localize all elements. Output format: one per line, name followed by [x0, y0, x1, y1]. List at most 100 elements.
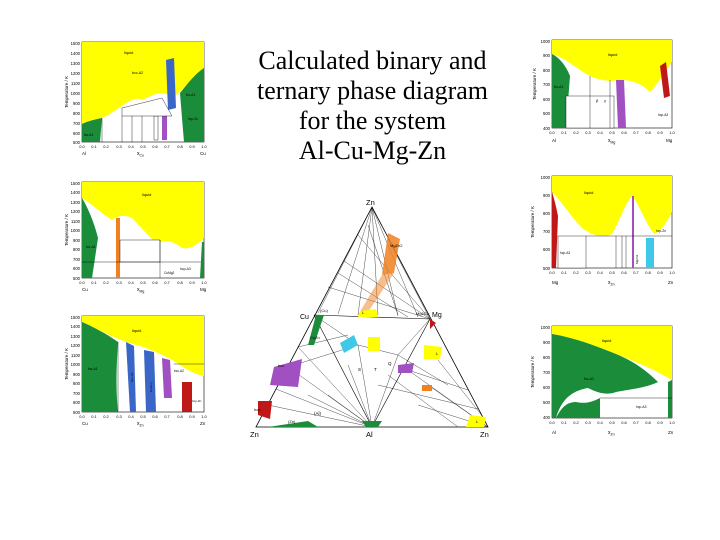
phase-label: fcc-A1	[84, 133, 94, 137]
phase-label: liquid	[124, 50, 133, 55]
phase-label: fcc-A1	[554, 85, 564, 89]
xtick: 0.2	[103, 144, 109, 149]
xtick: 0.3	[116, 144, 122, 149]
purple-region	[616, 80, 626, 128]
ytick: 1100	[71, 353, 81, 358]
ytick: 1000	[71, 91, 81, 96]
vertex-top-label: Zn	[366, 198, 375, 207]
mgzn2-line	[632, 196, 634, 268]
intermediate-region	[121, 97, 173, 117]
zn-base	[268, 421, 318, 427]
xtick: 0.0	[549, 130, 555, 135]
x-ticks: 0.0 0.1 0.2 0.3 0.4 0.5 0.6 0.7 0.8 0.9 …	[549, 130, 675, 135]
xtick: 0.0	[549, 420, 555, 425]
xtick: 1.0	[201, 280, 207, 285]
xtick: 0.9	[189, 280, 195, 285]
ytick: 1500	[71, 181, 81, 186]
xtick: 0.8	[177, 280, 183, 285]
phase-label: bcc-A2	[174, 369, 184, 373]
ytick: 800	[73, 381, 81, 386]
xtick: 0.5	[140, 144, 146, 149]
phase-label: hcp-A3	[658, 113, 668, 117]
hcp-region	[552, 192, 558, 268]
orange-small	[422, 385, 432, 391]
xtick: 0.9	[189, 414, 195, 419]
xtick: 0.7	[164, 144, 170, 149]
phase-label: L	[476, 419, 479, 424]
left-element: Cu	[82, 287, 88, 292]
xtick: 0.1	[91, 280, 97, 285]
x-ticks: 0.0 0.1 0.2 0.3 0.4 0.5 0.6 0.7 0.8 0.9 …	[549, 270, 675, 275]
phase-label: liquid	[602, 338, 611, 343]
binary-al-cu-svg: 1500 1400 1300 1200 1100 1000 900 800 70…	[64, 41, 208, 158]
right-element: Zn	[668, 430, 674, 435]
phase-label: MgZn2	[635, 254, 639, 264]
phase-strip-1	[162, 116, 167, 140]
xtick: 0.2	[573, 420, 579, 425]
y-ticks: 1000 900 800 700 600 500 400	[541, 39, 551, 131]
fcc-region	[82, 322, 118, 412]
ytick: 900	[73, 101, 81, 106]
xtick: 0.3	[116, 414, 122, 419]
xtick: 1.0	[669, 420, 675, 425]
ytick: 700	[543, 370, 551, 375]
ytick: 1400	[71, 324, 81, 329]
xtick: 1.0	[201, 414, 207, 419]
vertex-bottom-left-label: Zn	[250, 430, 259, 439]
cyan-region	[646, 238, 654, 268]
xtick: 0.1	[91, 144, 97, 149]
phase-label: hcp-Zn	[188, 117, 198, 121]
liquid-patch-mid	[358, 309, 378, 317]
xtick: 0.6	[152, 280, 158, 285]
x-axis-label: xMg	[608, 138, 615, 145]
ytick: 600	[73, 400, 81, 405]
phase-label: L	[436, 351, 439, 356]
ytick: 900	[543, 53, 551, 58]
binary-diagram-cu-zn: 1500 1400 1300 1200 1100 1000 900 800 70…	[62, 312, 210, 430]
y-axis-label: Temperature / K	[64, 76, 69, 108]
xtick: 0.3	[585, 420, 591, 425]
ytick: 900	[73, 372, 81, 377]
x-axis-label: xZn	[137, 421, 144, 428]
title-line-4: Al-Cu-Mg-Zn	[298, 136, 447, 165]
binary-diagram-al-mg: 1000 900 800 700 600 500 400 Temperature…	[530, 36, 678, 148]
binary-diagram-cu-mg: 1500 1400 1300 1200 1100 1000 900 800 70…	[62, 178, 210, 296]
ytick: 500	[73, 140, 81, 145]
phase-label: β	[596, 98, 599, 103]
xtick: 0.8	[177, 414, 183, 419]
ternary-diagram: Zn Zn Al Zn Cu Mg MgZn2 Mg2Cu L (Cu) (Al…	[248, 195, 494, 439]
ytick: 800	[73, 247, 81, 252]
xtick: 0.4	[128, 144, 134, 149]
xtick: 0.5	[609, 270, 615, 275]
ytick: 1300	[71, 200, 81, 205]
left-element: Al	[552, 430, 556, 435]
xtick: 0.5	[140, 280, 146, 285]
x-ticks: 0.0 0.1 0.2 0.3 0.4 0.5 0.6 0.7 0.8 0.9 …	[79, 144, 207, 149]
phase-label: (Al)	[314, 411, 321, 416]
bcc-region	[166, 58, 176, 110]
ytick: 400	[543, 126, 551, 131]
phase-label: bcc	[278, 363, 284, 368]
phase-label: hcp-A3	[560, 251, 570, 255]
ytick: 800	[543, 68, 551, 73]
vertex-bottom-mid-label: Al	[366, 430, 373, 439]
ytick: 900	[543, 340, 551, 345]
purple-region-left	[270, 359, 302, 387]
xtick: 0.5	[140, 414, 146, 419]
xtick: 0.1	[561, 130, 567, 135]
phase-label: liquid	[584, 190, 593, 195]
purple-region	[162, 358, 172, 398]
x-ticks: 0.0 0.1 0.2 0.3 0.4 0.5 0.6 0.7 0.8 0.9 …	[549, 420, 675, 425]
ytick: 500	[543, 111, 551, 116]
binary-al-zn-svg: 1000 900 800 700 600 500 400 Temperature…	[530, 325, 676, 437]
phase-label: fcc-A1	[86, 245, 96, 249]
right-element: Zn	[200, 421, 206, 426]
phase-label: Mg2Cu	[416, 311, 429, 316]
red-region	[182, 382, 192, 412]
xtick: 0.4	[128, 280, 134, 285]
phase-label: liquid	[608, 52, 617, 57]
xtick: 0.4	[597, 420, 603, 425]
phase-label: (Zn)	[288, 419, 296, 424]
ytick: 600	[543, 385, 551, 390]
xtick: 0.9	[189, 144, 195, 149]
